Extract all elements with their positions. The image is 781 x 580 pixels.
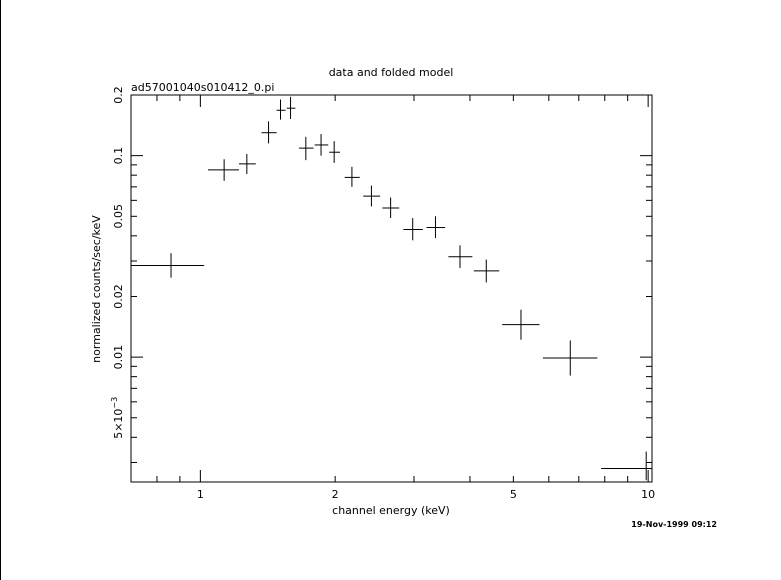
data-point: [131, 253, 205, 278]
x-axis-ticks: [130, 95, 649, 482]
left-border: [0, 0, 1, 580]
data-point: [261, 121, 277, 144]
data-point: [426, 216, 446, 239]
data-point: [601, 451, 652, 481]
y-tick-label: 0.2: [112, 86, 125, 104]
x-axis-tick-labels: 1 2 5 10: [197, 488, 655, 501]
data-point: [298, 136, 314, 161]
y-axis-tick-labels: 0.2 0.1 0.05 0.02 0.01 5×10−3: [110, 86, 125, 439]
data-point: [403, 218, 423, 241]
y-tick-label: 0.05: [112, 204, 125, 229]
timestamp: 19-Nov-1999 09:12: [631, 520, 717, 529]
y-axis-ticks: [131, 94, 652, 463]
x-tick-label: 5: [510, 488, 517, 501]
plot-frame: [130, 94, 653, 483]
data-point: [239, 153, 256, 175]
y-tick-label: 0.1: [112, 147, 125, 165]
data-point: [329, 141, 340, 163]
data-point: [286, 96, 296, 120]
data-point: [382, 197, 400, 219]
data-point: [344, 166, 360, 187]
data-point: [314, 134, 329, 156]
y-tick-label: 0.02: [112, 284, 125, 309]
chart-title: data and folded model: [329, 66, 454, 79]
data-points: [131, 96, 652, 481]
data-point: [502, 309, 540, 340]
data-point: [207, 159, 240, 181]
chart-subtitle: ad57001040s010412_0.pi: [131, 81, 274, 94]
y-tick-label: 0.01: [112, 345, 125, 370]
x-tick-label: 1: [197, 488, 204, 501]
data-point: [542, 340, 598, 376]
y-axis-label: normalized counts/sec/keV: [90, 215, 103, 363]
y-tick-label: 5×10−3: [110, 397, 125, 439]
data-point: [363, 185, 381, 207]
data-point: [276, 99, 286, 120]
x-tick-label: 10: [641, 488, 655, 501]
x-tick-label: 2: [332, 488, 339, 501]
data-point: [448, 245, 473, 268]
x-axis-label: channel energy (keV): [332, 504, 450, 517]
data-point: [473, 259, 500, 283]
